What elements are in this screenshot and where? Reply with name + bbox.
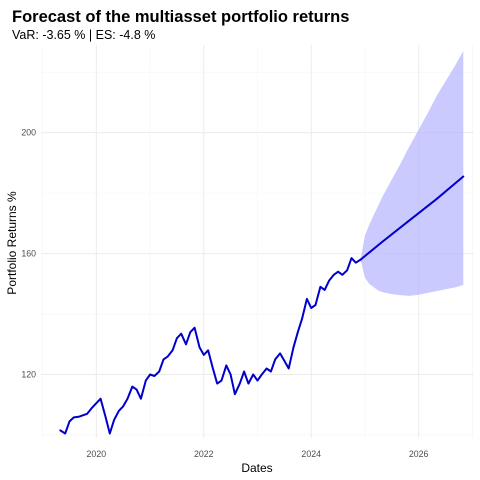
x-tick-label: 2020 bbox=[87, 449, 107, 459]
forecast-band-layer bbox=[360, 51, 464, 296]
x-tick-label: 2022 bbox=[194, 449, 214, 459]
chart-title: Forecast of the multiasset portfolio ret… bbox=[12, 8, 349, 26]
y-tick-label: 160 bbox=[21, 249, 36, 259]
forecast-series-line bbox=[359, 175, 465, 261]
series-line-layer bbox=[59, 175, 465, 435]
x-axis-title: Dates bbox=[241, 461, 272, 475]
y-tick-label: 120 bbox=[21, 370, 36, 380]
x-tick-label: 2026 bbox=[409, 449, 429, 459]
tick-labels: 2020 2022 2024 2026 120 160 200 bbox=[21, 128, 428, 459]
x-tick-label: 2024 bbox=[301, 449, 321, 459]
y-axis-title: Portfolio Returns % bbox=[5, 191, 19, 295]
observed-series-line bbox=[59, 257, 362, 435]
chart-subtitle: VaR: -3.65 % | ES: -4.8 % bbox=[12, 28, 155, 42]
y-tick-label: 200 bbox=[21, 128, 36, 138]
forecast-confidence-band bbox=[360, 51, 464, 296]
